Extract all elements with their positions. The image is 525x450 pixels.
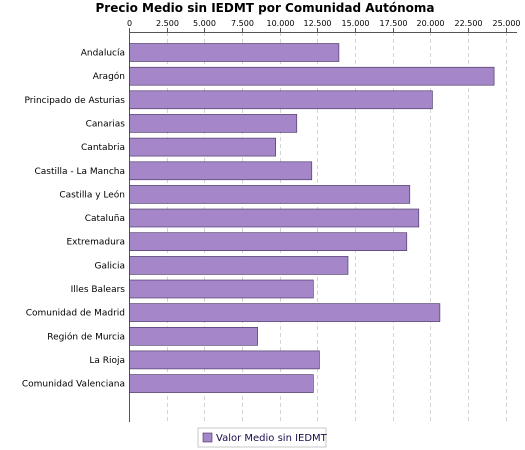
bars <box>129 43 495 393</box>
x-tick-label: 2.500 <box>156 19 179 28</box>
category-label: Castilla y León <box>59 189 125 200</box>
category-label: Cataluña <box>85 214 125 224</box>
x-tick-label: 25.000 <box>493 19 521 28</box>
bar <box>129 185 411 204</box>
x-tick-label: 17.500 <box>380 19 408 28</box>
bar <box>129 326 258 346</box>
bar <box>129 90 433 110</box>
x-tick-label: 7.500 <box>231 19 254 28</box>
category-label: Principado de Asturias <box>24 96 125 106</box>
category-label: Galicia <box>95 261 125 271</box>
category-label: Cantabria <box>81 143 125 153</box>
legend-box <box>197 427 327 448</box>
chart-title: Precio Medio sin IEDMT por Comunidad Aut… <box>96 1 435 15</box>
bar <box>129 208 420 228</box>
legend-label: Valor Medio sin IEDMT <box>216 433 328 444</box>
x-tick-label: 10.000 <box>267 19 295 28</box>
bar <box>129 303 441 322</box>
category-label: Comunidad de Madrid <box>26 309 125 319</box>
category-label: Extremadura <box>67 238 126 248</box>
category-label: Aragón <box>93 71 125 82</box>
x-tick-label: 20.000 <box>417 19 445 28</box>
x-tick-label: 0 <box>127 19 132 28</box>
x-tick-label: 22.500 <box>455 19 483 28</box>
category-labels: Andalucía Aragón Principado de Asturias Can… <box>22 49 125 390</box>
category-label: Illes Balears <box>71 285 126 295</box>
category-label: Castilla - La Mancha <box>34 167 125 177</box>
bar <box>129 256 349 275</box>
bar <box>129 66 495 86</box>
x-tick-label: 5.000 <box>193 19 216 28</box>
bar <box>129 350 320 370</box>
legend-swatch <box>202 432 213 443</box>
category-label: Comunidad Valenciana <box>22 380 125 390</box>
bar <box>129 114 298 133</box>
bar <box>129 161 313 181</box>
bar <box>129 43 340 62</box>
category-label: Andalucía <box>81 49 125 59</box>
bar <box>129 232 408 251</box>
bar <box>129 137 276 157</box>
legend: Valor Medio sin IEDMT <box>197 427 328 448</box>
bar <box>129 374 314 393</box>
x-tick-label: 12.500 <box>304 19 332 28</box>
category-label: La Rioja <box>89 356 125 366</box>
category-label: Canarias <box>86 119 126 129</box>
x-tick-label: 15.000 <box>342 19 370 28</box>
bar <box>129 279 314 299</box>
category-label: Región de Murcia <box>47 331 125 342</box>
